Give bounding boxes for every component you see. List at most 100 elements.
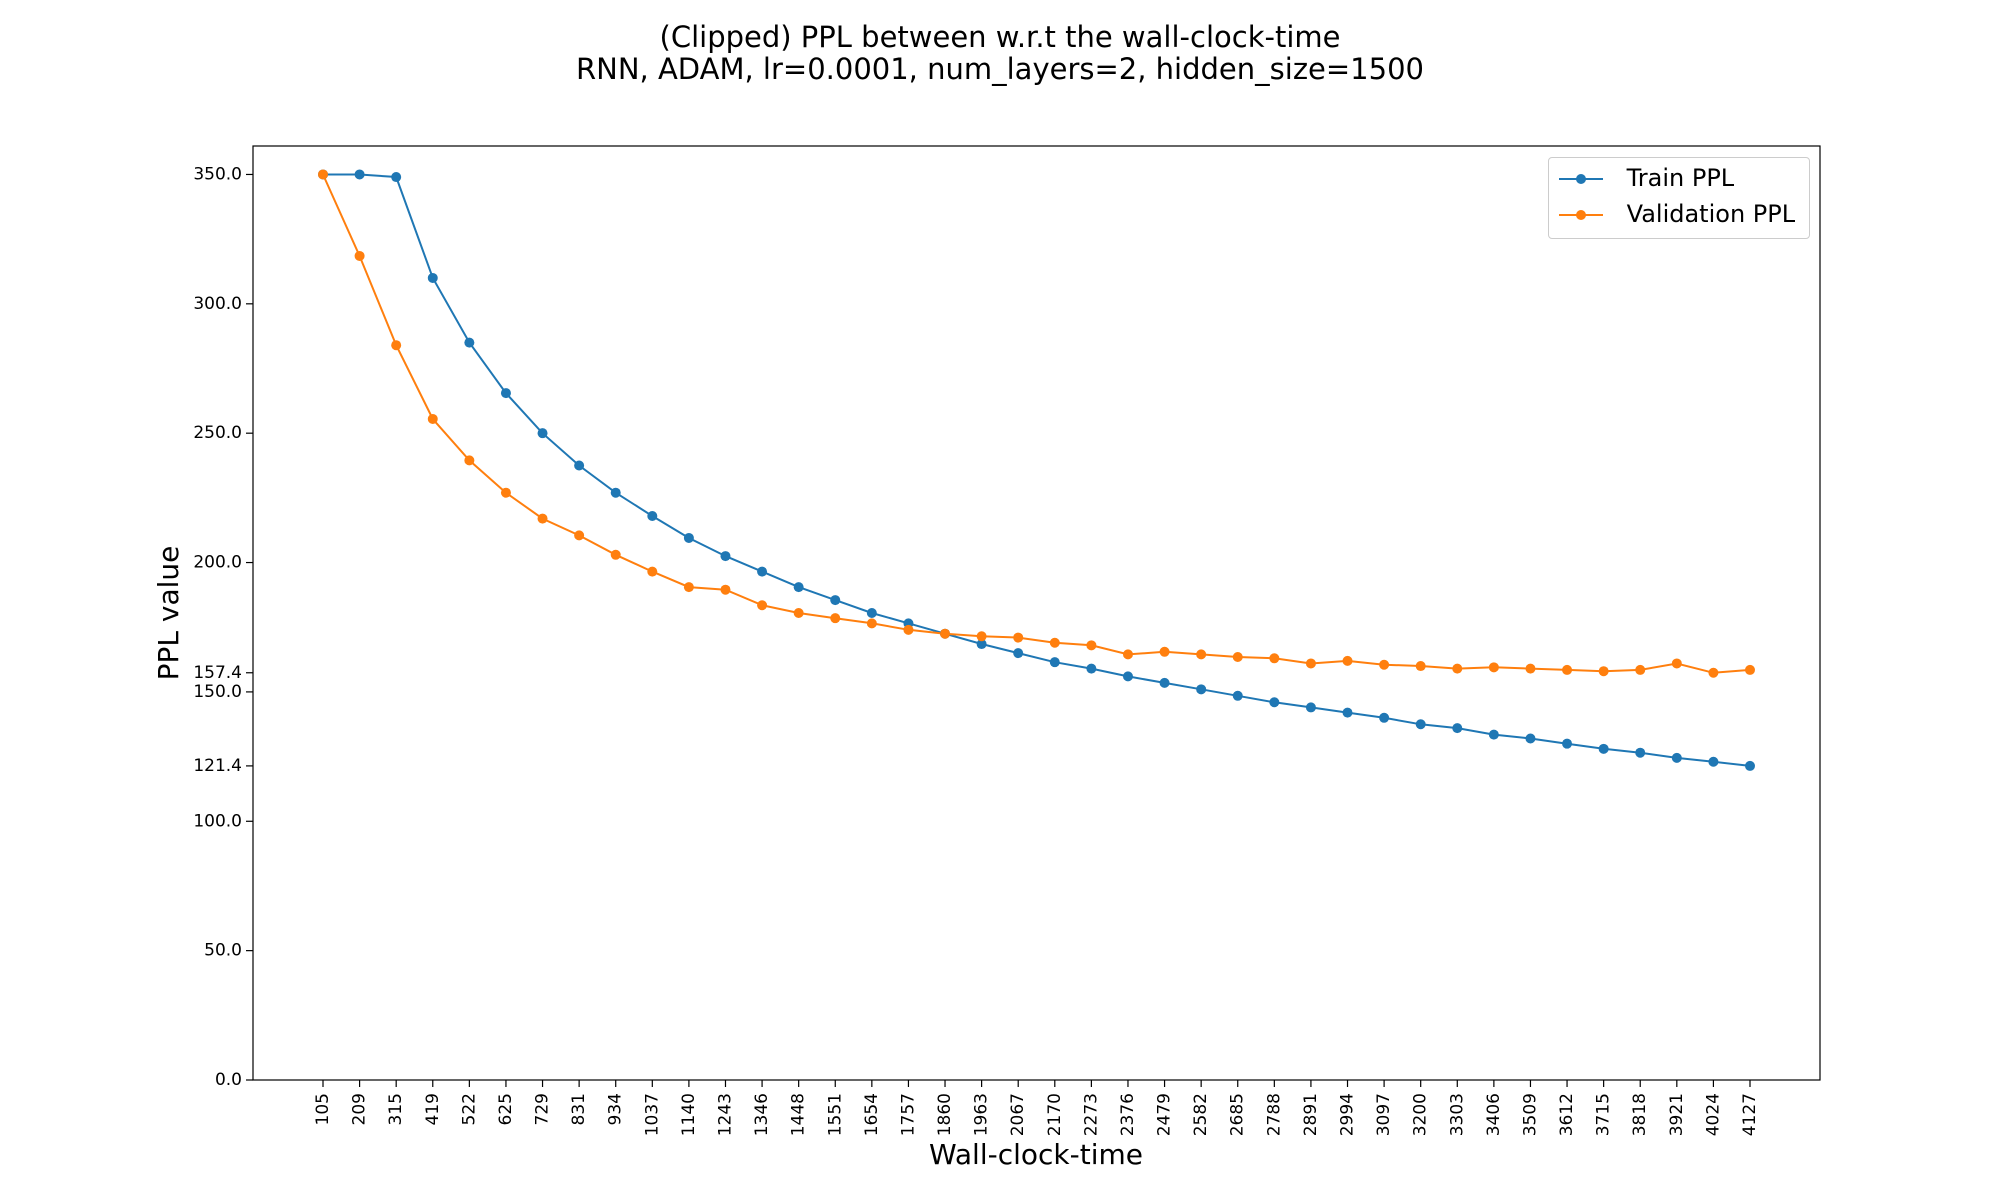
data-point-train-ppl <box>1196 684 1207 695</box>
data-point-validation-ppl <box>1342 655 1353 666</box>
data-point-train-ppl <box>1342 707 1353 718</box>
x-tick-label: 625 <box>496 1093 516 1125</box>
y-tick-label: 50.0 <box>204 941 242 961</box>
data-point-train-ppl <box>1488 729 1499 740</box>
data-point-validation-ppl <box>1305 658 1316 669</box>
data-point-train-ppl <box>1452 723 1463 734</box>
data-point-validation-ppl <box>720 584 731 595</box>
x-tick-label: 1551 <box>825 1093 845 1136</box>
x-tick-label: 3097 <box>1374 1093 1394 1136</box>
x-tick-label: 831 <box>569 1093 589 1125</box>
data-point-validation-ppl <box>1379 659 1390 670</box>
data-point-train-ppl <box>647 510 658 521</box>
legend-swatch-validation <box>1559 210 1603 220</box>
x-tick-label: 522 <box>459 1093 479 1125</box>
data-point-validation-ppl <box>1671 658 1682 669</box>
data-point-validation-ppl <box>537 513 548 524</box>
data-point-train-ppl <box>720 551 731 562</box>
x-tick-label: 2376 <box>1118 1093 1138 1136</box>
data-point-train-ppl <box>1159 677 1170 688</box>
x-tick-label: 3612 <box>1557 1093 1577 1136</box>
data-point-validation-ppl <box>647 566 658 577</box>
x-tick-label: 3818 <box>1630 1093 1650 1136</box>
x-tick-label: 1654 <box>862 1093 882 1136</box>
data-point-validation-ppl <box>500 487 511 498</box>
x-tick-label: 1448 <box>789 1093 809 1136</box>
x-tick-label: 4127 <box>1740 1093 1760 1136</box>
x-tick-label: 419 <box>423 1093 443 1125</box>
y-tick-label: 0.0 <box>215 1070 242 1090</box>
data-point-validation-ppl <box>1196 649 1207 660</box>
x-tick-label: 4024 <box>1703 1093 1723 1136</box>
data-point-train-ppl <box>1122 671 1133 682</box>
data-point-train-ppl <box>1708 756 1719 767</box>
data-point-train-ppl <box>1379 712 1390 723</box>
data-point-train-ppl <box>610 487 621 498</box>
legend-item-validation: Validation PPL <box>1557 200 1795 229</box>
x-tick-label: 1140 <box>679 1093 699 1136</box>
x-tick-label: 315 <box>386 1093 406 1125</box>
x-tick-label: 2479 <box>1155 1093 1175 1136</box>
data-point-validation-ppl <box>427 413 438 424</box>
x-tick-label: 1963 <box>972 1093 992 1136</box>
data-point-validation-ppl <box>1708 667 1719 678</box>
data-point-train-ppl <box>1635 747 1646 758</box>
y-tick-label: 150.0 <box>193 682 242 702</box>
data-point-train-ppl <box>757 566 768 577</box>
data-point-train-ppl <box>354 169 365 180</box>
data-point-train-ppl <box>976 639 987 650</box>
y-tick-label: 200.0 <box>193 553 242 573</box>
x-tick-label: 3921 <box>1667 1093 1687 1136</box>
data-point-validation-ppl <box>1086 640 1097 651</box>
data-point-validation-ppl <box>793 608 804 618</box>
data-point-validation-ppl <box>757 600 768 611</box>
data-point-validation-ppl <box>354 250 365 261</box>
data-point-validation-ppl <box>574 530 585 541</box>
x-axis-label: Wall-clock-time <box>929 1138 1143 1171</box>
series-line-validation-ppl <box>322 174 1751 674</box>
data-point-train-ppl <box>1745 760 1755 771</box>
data-point-validation-ppl <box>903 624 914 635</box>
data-point-validation-ppl <box>391 340 402 351</box>
data-point-validation-ppl <box>1745 664 1755 675</box>
data-point-validation-ppl <box>1159 646 1170 657</box>
y-tick-label: 121.4 <box>193 756 242 776</box>
data-point-train-ppl <box>1013 648 1024 659</box>
data-point-train-ppl <box>683 532 694 543</box>
data-point-train-ppl <box>1415 719 1426 730</box>
legend-swatch-train <box>1559 174 1603 184</box>
data-point-train-ppl <box>1562 738 1573 749</box>
x-tick-label: 729 <box>533 1093 553 1125</box>
data-point-validation-ppl <box>1598 666 1609 677</box>
data-point-validation-ppl <box>830 613 841 624</box>
x-tick-label: 2891 <box>1301 1093 1321 1136</box>
x-tick-label: 3200 <box>1411 1093 1431 1136</box>
data-point-validation-ppl <box>1488 662 1499 673</box>
data-point-train-ppl <box>1305 702 1316 713</box>
legend-label-train: Train PPL <box>1626 164 1735 192</box>
x-tick-label: 2170 <box>1045 1093 1065 1136</box>
legend-item-train: Train PPL <box>1557 164 1734 193</box>
data-point-train-ppl <box>464 337 475 348</box>
x-tick-label: 2067 <box>1008 1093 1028 1136</box>
data-point-validation-ppl <box>318 169 328 180</box>
data-point-validation-ppl <box>1013 632 1024 643</box>
x-tick-label: 209 <box>350 1093 370 1125</box>
data-point-validation-ppl <box>683 582 694 593</box>
plot-area <box>252 145 1821 1081</box>
data-point-train-ppl <box>830 595 841 606</box>
y-tick-label: 100.0 <box>193 811 242 831</box>
data-point-validation-ppl <box>610 549 621 560</box>
x-tick-label: 2582 <box>1191 1093 1211 1136</box>
x-tick-label: 3715 <box>1594 1093 1614 1136</box>
y-tick-label: 157.4 <box>193 663 242 683</box>
x-tick-label: 1757 <box>898 1093 918 1136</box>
x-tick-label: 1243 <box>715 1093 735 1136</box>
data-point-train-ppl <box>427 272 438 283</box>
data-point-train-ppl <box>574 460 585 471</box>
data-point-train-ppl <box>1525 733 1536 744</box>
data-point-train-ppl <box>537 428 548 439</box>
x-tick-label: 1860 <box>935 1093 955 1136</box>
data-point-validation-ppl <box>1525 663 1536 674</box>
